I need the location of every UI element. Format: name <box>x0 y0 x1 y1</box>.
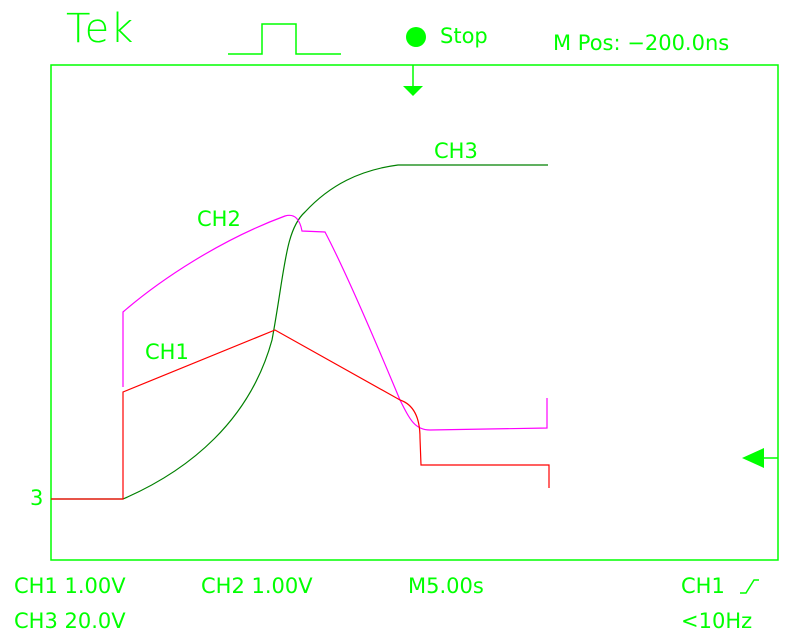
ch3-trace <box>51 164 548 500</box>
trigger-pulse-icon <box>228 23 341 55</box>
rising-edge-icon <box>739 579 759 594</box>
run-state-indicator-icon <box>406 27 426 47</box>
ch1-trace-label: CH1 <box>145 340 189 364</box>
trigger-position-readout: M Pos: −200.0ns <box>553 31 730 55</box>
trigger-source-readout: CH1 <box>681 574 760 598</box>
trigger-source-label: CH1 <box>681 574 725 598</box>
ch2-scale-readout: CH2 1.00V <box>201 574 313 598</box>
run-state-label: Stop <box>440 24 488 48</box>
ch1-trace <box>51 329 550 500</box>
graticule-frame <box>50 64 779 561</box>
trigger-position-marker-icon <box>403 65 423 96</box>
ch2-trace <box>122 214 548 431</box>
ch3-trace-label: CH3 <box>434 139 478 163</box>
ch2-trace-label: CH2 <box>197 207 241 231</box>
ch3-scale-readout: CH3 20.0V <box>14 609 126 633</box>
channel-ground-marker: 3 <box>30 486 44 510</box>
trigger-level-marker-icon <box>742 448 778 468</box>
ch1-scale-readout: CH1 1.00V <box>14 574 126 598</box>
brand-logo: Tek <box>66 6 135 52</box>
timebase-readout: M5.00s <box>408 574 484 598</box>
trigger-frequency-readout: <10Hz <box>681 609 753 633</box>
